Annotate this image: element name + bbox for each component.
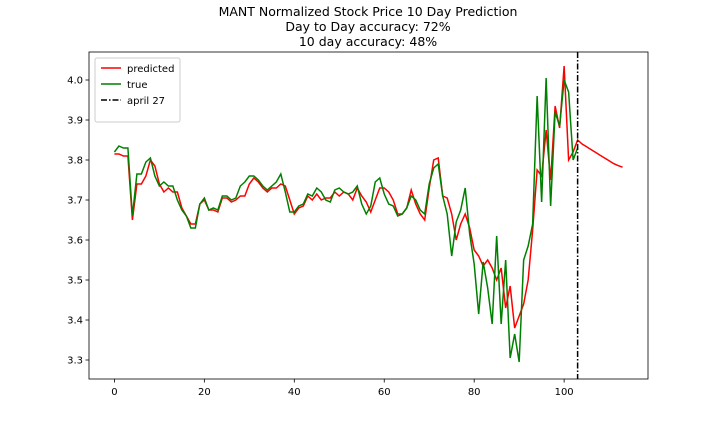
plot-frame bbox=[88, 51, 649, 380]
y-tick-label: 3.3 bbox=[67, 356, 83, 367]
legend-label: april 27 bbox=[127, 96, 165, 107]
legend-label: true bbox=[127, 80, 148, 91]
y-tick-label: 4.0 bbox=[67, 76, 83, 87]
line-series bbox=[113, 77, 579, 363]
y-tick-label: 3.7 bbox=[67, 196, 83, 207]
x-tick-label: 80 bbox=[468, 387, 481, 398]
y-tick-label: 3.5 bbox=[67, 276, 83, 287]
y-tick-label: 3.4 bbox=[67, 316, 83, 327]
y-tick-label: 3.8 bbox=[67, 156, 83, 167]
x-tick-label: 40 bbox=[288, 387, 301, 398]
x-tick-label: 100 bbox=[555, 387, 574, 398]
y-tick-label: 3.9 bbox=[67, 116, 83, 127]
chart-title: MANT Normalized Stock Price 10 Day Predi… bbox=[219, 4, 518, 19]
x-tick-label: 20 bbox=[198, 387, 211, 398]
x-tick-label: 0 bbox=[111, 387, 117, 398]
chart-subtitle: 10 day accuracy: 48% bbox=[299, 34, 437, 49]
chart-subtitle: Day to Day accuracy: 72% bbox=[285, 19, 450, 34]
x-tick-label: 60 bbox=[378, 387, 391, 398]
legend-label: predicted bbox=[127, 64, 174, 75]
legend-box bbox=[94, 57, 181, 123]
y-tick-label: 3.6 bbox=[67, 236, 83, 247]
